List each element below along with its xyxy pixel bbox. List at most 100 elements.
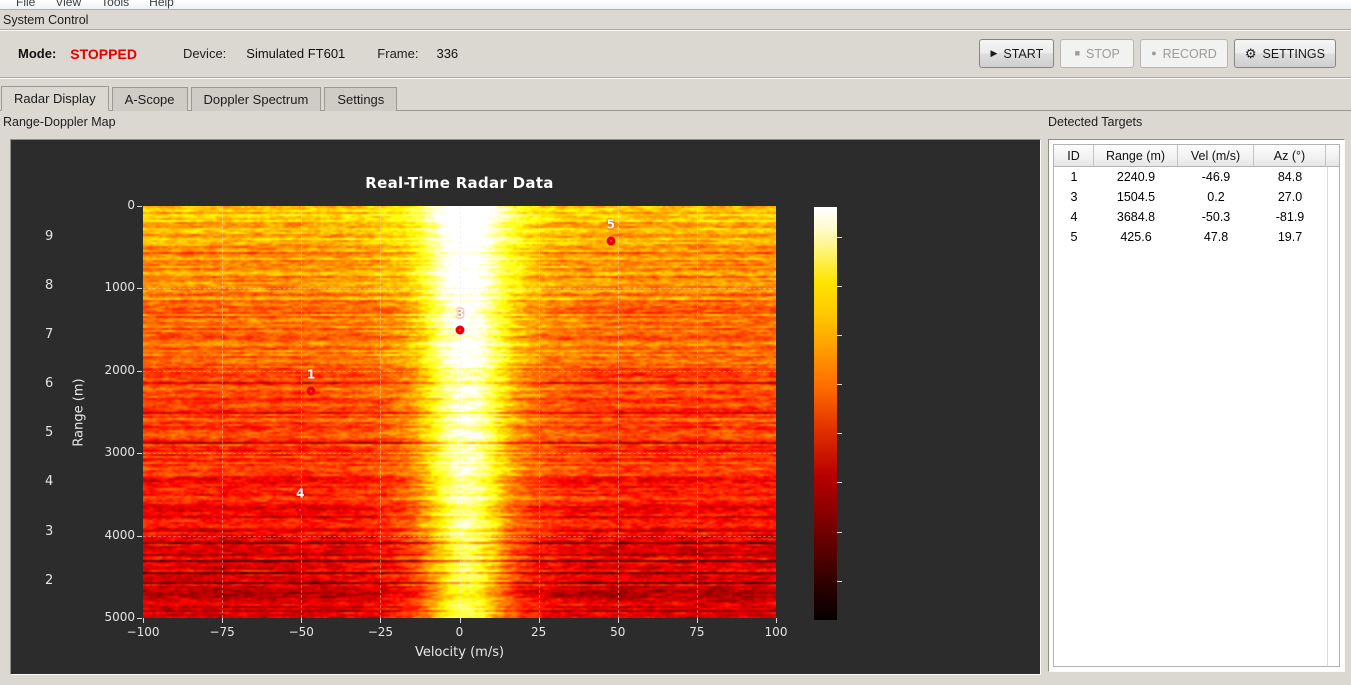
colorbar-tick-label: 4: [45, 474, 54, 490]
gridline-x-25: [538, 206, 540, 618]
cell-id: 4: [1070, 210, 1078, 224]
x-tick-label: 50: [610, 625, 626, 639]
control-button-bar: ▶ START ■ STOP ● RECORD ⚙ SETTINGS: [979, 39, 1336, 68]
range-doppler-plot-panel: Real-Time Radar Data Range (m) −100 −75 −5…: [10, 139, 1041, 675]
table-row-target-3[interactable]: 3 1504.5 0.2 27.0: [1054, 187, 1339, 207]
menu-file[interactable]: File: [16, 0, 36, 9]
column-header-id[interactable]: ID: [1054, 145, 1094, 167]
y-tick-mark: [137, 288, 142, 290]
chart-title: Real-Time Radar Data: [365, 174, 554, 192]
start-button[interactable]: ▶ START: [979, 39, 1055, 68]
tab-doppler-spectrum[interactable]: Doppler Spectrum: [190, 87, 322, 111]
record-button-label: RECORD: [1162, 46, 1217, 61]
cell-range: 425.6: [1120, 230, 1152, 244]
y-tick-label: 0: [127, 198, 135, 212]
column-header-range[interactable]: Range (m): [1094, 145, 1178, 167]
cell-az: 27.0: [1277, 190, 1303, 204]
gridline-y-3000: [143, 453, 776, 455]
cell-vel: -46.9: [1201, 170, 1231, 184]
tab-bar: Radar Display A-Scope Doppler Spectrum Sett…: [1, 86, 400, 111]
cell-range: 2240.9: [1116, 170, 1156, 184]
stop-button-label: STOP: [1086, 46, 1120, 61]
x-tick-mark: [301, 618, 303, 623]
y-tick-label: 5000: [104, 610, 135, 624]
x-tick-label: −25: [367, 625, 394, 639]
x-tick-label: −75: [209, 625, 235, 639]
cell-az: -81.9: [1275, 210, 1305, 224]
y-tick-mark: [137, 453, 142, 455]
colorbar-tick-label: 7: [45, 326, 54, 342]
x-axis-label: Velocity (m/s): [414, 645, 505, 660]
menu-view[interactable]: View: [55, 0, 82, 9]
y-tick-label: 4000: [104, 527, 135, 542]
cell-az: 19.7: [1277, 230, 1303, 244]
gridline-x-0: [459, 206, 461, 618]
tab-a-scope[interactable]: A-Scope: [111, 87, 188, 111]
colorbar-tick-label: 2: [45, 572, 54, 588]
tab-settings[interactable]: Settings: [324, 87, 398, 111]
colorbar: [814, 207, 837, 620]
menu-bar: File View Tools Help: [0, 0, 1351, 10]
colorbar-tick-mark: [837, 580, 842, 582]
x-tick-mark: [617, 618, 619, 623]
column-header-vel[interactable]: Vel (m/s): [1178, 145, 1254, 167]
table-header-row: ID Range (m) Vel (m/s) Az (°): [1054, 145, 1339, 167]
column-header-filler: [1326, 145, 1339, 167]
target-marker-id-label: 4: [296, 486, 305, 501]
x-tick-label: 25: [530, 625, 547, 639]
gridline-y-1000: [143, 288, 776, 290]
cell-id: 1: [1070, 170, 1078, 184]
table-row-target-1[interactable]: 1 2240.9 -46.9 84.8: [1054, 167, 1339, 187]
colorbar-tick-label: 8: [45, 277, 54, 293]
target-marker-5: 5: [606, 218, 616, 246]
cell-vel: 47.8: [1203, 230, 1229, 244]
gridline-x-50: [617, 206, 619, 618]
detected-targets-panel: ID Range (m) Vel (m/s) Az (°) 1 2240.9 -46.9 84…: [1048, 139, 1345, 672]
table-row-target-4[interactable]: 4 3684.8 -50.3 -81.9: [1054, 207, 1339, 227]
play-icon: ▶: [990, 48, 998, 58]
detected-targets-label: Detected Targets: [1048, 115, 1143, 129]
cell-range: 3684.8: [1116, 210, 1156, 224]
gridline-x--25: [380, 206, 382, 618]
x-tick-label: 75: [689, 625, 705, 639]
y-tick-mark: [137, 370, 142, 372]
tab-pane-border: [0, 110, 1351, 111]
y-tick-label: 1000: [104, 280, 135, 295]
gridline-y-2000: [143, 370, 776, 372]
table-row-target-5[interactable]: 5 425.6 47.8 19.7: [1054, 227, 1339, 247]
settings-button-label: SETTINGS: [1262, 46, 1325, 61]
tab-radar-display[interactable]: Radar Display: [1, 86, 109, 111]
menu-help[interactable]: Help: [149, 0, 174, 9]
colorbar-tick-mark: [837, 482, 842, 484]
cell-vel: -50.3: [1201, 210, 1231, 224]
gridline-x-75: [696, 206, 698, 618]
stop-icon: ■: [1074, 48, 1081, 58]
gridline-y-4000: [143, 535, 776, 537]
x-tick-label: 100: [764, 625, 788, 639]
colorbar-tick-label: 5: [45, 424, 54, 440]
x-tick-label: −50: [288, 625, 314, 639]
device-value: Simulated FT601: [246, 46, 346, 61]
y-tick-label: 2000: [104, 362, 135, 377]
target-marker-4: 4: [295, 486, 305, 515]
menu-items: File View Tools Help: [0, 0, 1351, 9]
colorbar-tick-mark: [837, 334, 842, 336]
frame-counter-value: 336: [436, 46, 459, 61]
heatmap-canvas: [143, 206, 776, 618]
settings-button[interactable]: ⚙ SETTINGS: [1233, 39, 1336, 68]
x-tick-label: −100: [126, 625, 160, 639]
y-tick-label: 3000: [104, 445, 135, 460]
x-tick-label: 0: [455, 625, 464, 639]
cell-range: 1504.5: [1116, 190, 1156, 204]
column-header-az[interactable]: Az (°): [1254, 145, 1326, 167]
x-tick-mark: [143, 618, 144, 623]
mode-label: Mode:: [18, 46, 57, 61]
y-tick-mark: [137, 618, 142, 619]
range-doppler-map-label: Range-Doppler Map: [3, 115, 116, 129]
x-tick-mark: [459, 618, 461, 623]
y-axis-label: Range (m): [71, 377, 87, 447]
colorbar-tick-label: 9: [45, 228, 54, 244]
colorbar-tick-mark: [837, 384, 842, 385]
menu-tools[interactable]: Tools: [101, 0, 130, 9]
